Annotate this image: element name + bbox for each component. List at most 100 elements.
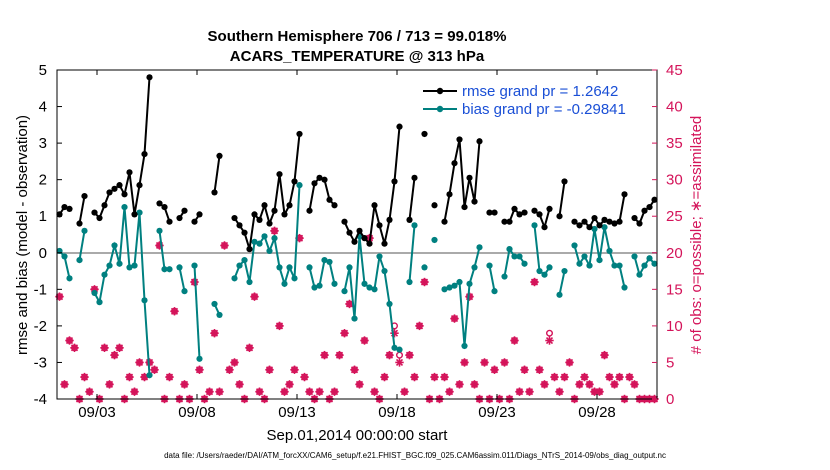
rmse-point — [491, 209, 498, 216]
rmse-point — [136, 182, 143, 189]
bias-point — [386, 300, 393, 308]
bias-point — [381, 267, 388, 275]
obs-assimilated-marker — [275, 321, 284, 331]
y-tick-label: 5 — [39, 62, 47, 79]
rmse-point — [96, 214, 103, 222]
asterisk-stroke — [350, 366, 359, 374]
x-tick-label: 09/23 — [478, 404, 516, 421]
rmse-point — [256, 216, 263, 223]
obs-assimilated-marker — [520, 365, 529, 374]
rmse-point — [101, 202, 108, 209]
x-axis-label: Sep.01,2014 00:00:00 start — [267, 427, 449, 444]
asterisk-stroke — [320, 351, 329, 359]
asterisk-stroke — [405, 351, 414, 359]
asterisk-stroke — [585, 380, 594, 388]
obs-assimilated-marker — [330, 387, 339, 396]
obs-assimilated-marker — [395, 358, 404, 367]
y-tick-label: 1 — [39, 208, 47, 225]
bias-point — [516, 253, 523, 260]
obs-assimilated-marker — [560, 372, 569, 382]
bias-point — [61, 253, 68, 260]
rmse-point — [361, 235, 368, 242]
bias-point — [346, 264, 353, 271]
right-axis-ticks: 0 5 10 15 20 25 30 35 40 45 — [652, 62, 683, 408]
y-tick-label: 3 — [39, 135, 47, 152]
rmse-point — [66, 205, 73, 213]
asterisk-stroke — [500, 358, 509, 367]
legend-rmse-label: rmse grand pr = 1.2642 — [462, 83, 618, 100]
bias-point — [291, 275, 298, 282]
bias-point — [361, 280, 368, 287]
asterisk-stroke — [580, 373, 589, 381]
rmse-point — [106, 189, 113, 196]
obs-assimilated-marker — [210, 329, 219, 338]
obs-assimilated-marker — [490, 365, 499, 374]
asterisk-stroke — [510, 336, 519, 345]
bias-point — [251, 238, 258, 245]
asterisk-stroke — [135, 358, 144, 367]
rmse-point — [651, 196, 658, 203]
bias-line-segment — [308, 258, 336, 289]
bias-point — [116, 260, 123, 267]
rmse-point — [166, 218, 173, 225]
rmse-point — [511, 205, 518, 213]
bias-point — [141, 297, 148, 304]
rmse-point — [251, 211, 258, 218]
y2-tick-label: 35 — [666, 135, 683, 152]
rmse-point — [121, 191, 128, 198]
bias-point — [76, 256, 83, 264]
obs-assimilated-marker — [515, 387, 524, 396]
bias-point — [596, 256, 603, 264]
asterisk-stroke — [615, 373, 624, 381]
rmse-point — [156, 200, 163, 207]
bias-point — [66, 275, 73, 282]
rmse-point — [366, 240, 373, 247]
asterisk-stroke — [255, 388, 264, 396]
rmse-point — [231, 214, 238, 222]
asterisk-stroke — [110, 351, 119, 359]
legend-rmse-marker — [436, 87, 444, 95]
rmse-point — [601, 216, 608, 223]
asterisk-stroke — [250, 293, 259, 301]
bias-point — [511, 253, 518, 260]
obs-assimilated-marker — [285, 380, 294, 389]
x-tick-label: 09/03 — [78, 404, 116, 421]
bias-point — [396, 346, 403, 353]
rmse-point — [561, 178, 568, 185]
asterisk-stroke — [575, 380, 584, 388]
obs-assimilated-marker — [130, 387, 139, 396]
bias-point — [146, 372, 153, 379]
rmse-point — [536, 211, 543, 218]
x-tick-label: 09/28 — [578, 404, 616, 421]
bias-point — [601, 224, 608, 231]
asterisk-stroke — [315, 388, 324, 396]
rmse-point — [431, 202, 438, 209]
legend-bias-marker — [436, 105, 444, 113]
rmse-point — [596, 222, 603, 229]
bias-point — [581, 253, 588, 260]
obs-assimilated-marker — [555, 387, 564, 396]
asterisk-stroke — [170, 307, 179, 315]
rmse-point — [411, 174, 418, 181]
asterisk-stroke — [470, 380, 479, 388]
asterisk-stroke — [400, 388, 409, 396]
bias-point — [621, 284, 628, 291]
rmse-point — [371, 202, 378, 209]
asterisk-stroke — [300, 373, 309, 381]
obs-assimilated-marker — [350, 365, 359, 374]
rmse-point — [501, 218, 508, 225]
bias-point — [466, 280, 473, 287]
rmse-point — [576, 222, 583, 229]
bias-point — [611, 262, 618, 269]
obs-assimilated-marker — [360, 336, 369, 345]
y-tick-label: -1 — [34, 281, 47, 298]
bias-point — [546, 264, 553, 271]
rmse-point — [141, 150, 148, 158]
rmse-point — [391, 178, 398, 185]
bias-point — [531, 222, 538, 229]
bias-point — [506, 246, 513, 253]
bias-point — [521, 260, 528, 267]
x-tick-label: 09/13 — [278, 404, 316, 421]
bias-point — [461, 342, 468, 350]
bias-point — [571, 242, 578, 249]
